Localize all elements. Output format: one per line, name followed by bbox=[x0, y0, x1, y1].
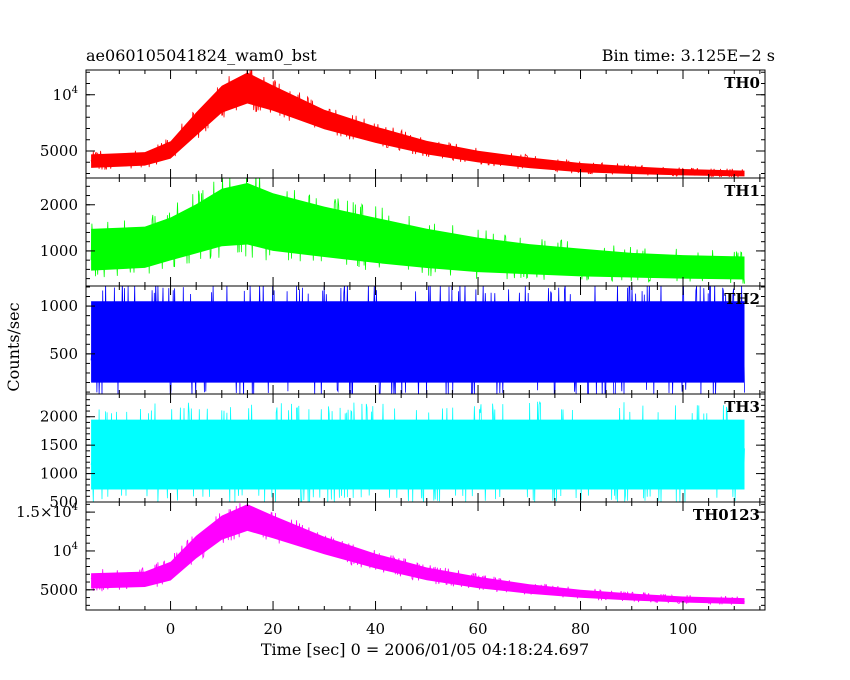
series-line-th2 bbox=[90, 286, 745, 394]
panel-name-label: TH0 bbox=[724, 74, 760, 92]
series-line-th3 bbox=[90, 401, 745, 502]
y-tick-label: 104 bbox=[53, 541, 78, 560]
y-tick-label: 1500 bbox=[40, 436, 78, 454]
series-line-th1 bbox=[90, 178, 745, 284]
panels-group: 5000 104 TH0 1000 2000 TH1 500 1000 TH2 500 1000 15… bbox=[16, 69, 766, 611]
y-tick-label: 5000 bbox=[40, 581, 78, 599]
x-axis-label: Time [sec] 0 = 2006/01/05 04:18:24.697 bbox=[261, 640, 589, 659]
y-tick-label: 5000 bbox=[40, 142, 78, 160]
series-line-th0123 bbox=[90, 503, 745, 605]
y-tick-label: 1000 bbox=[40, 297, 78, 315]
series-line-th0 bbox=[90, 70, 745, 178]
panel-th3: 500 1000 1500 2000 TH3 bbox=[40, 393, 766, 511]
x-tick-label: 20 bbox=[263, 620, 282, 638]
panel-th2: 500 1000 TH2 bbox=[40, 285, 766, 395]
bin-time-label: Bin time: 3.125E−2 s bbox=[602, 46, 775, 65]
x-tick-label: 80 bbox=[571, 620, 590, 638]
panel-name-label: TH1 bbox=[724, 182, 760, 200]
panel-name-label: TH0123 bbox=[693, 506, 760, 524]
panel-th0123: 5000 104 1.5×104 TH0123 bbox=[16, 501, 766, 611]
y-axis-label: Counts/sec bbox=[4, 302, 23, 391]
y-tick-label: 2000 bbox=[40, 408, 78, 426]
y-tick-label: 500 bbox=[49, 345, 78, 363]
panel-name-label: TH2 bbox=[724, 290, 760, 308]
y-tick-label: 1000 bbox=[40, 465, 78, 483]
x-tick-label: 100 bbox=[669, 620, 698, 638]
series-band-th0 bbox=[91, 72, 745, 177]
y-tick-label: 1000 bbox=[40, 242, 78, 260]
y-tick-label: 1.5×104 bbox=[16, 502, 78, 521]
x-tick-label: 40 bbox=[366, 620, 385, 638]
chart-title: ae060105041824_wam0_bst bbox=[86, 46, 317, 65]
y-tick-label: 2000 bbox=[40, 196, 78, 214]
x-tick-label: 60 bbox=[468, 620, 487, 638]
y-tick-label: 104 bbox=[53, 85, 78, 104]
panel-frame bbox=[85, 501, 766, 611]
x-axis-ticks: 0 20 40 60 80 100 bbox=[166, 620, 698, 638]
panel-th0: 5000 104 TH0 bbox=[40, 69, 766, 179]
panel-th1: 1000 2000 TH1 bbox=[40, 177, 766, 287]
y-tick-label: 500 bbox=[49, 493, 78, 511]
panel-name-label: TH3 bbox=[724, 398, 760, 416]
series-band-th0123 bbox=[91, 504, 745, 605]
x-tick-label: 0 bbox=[166, 620, 176, 638]
